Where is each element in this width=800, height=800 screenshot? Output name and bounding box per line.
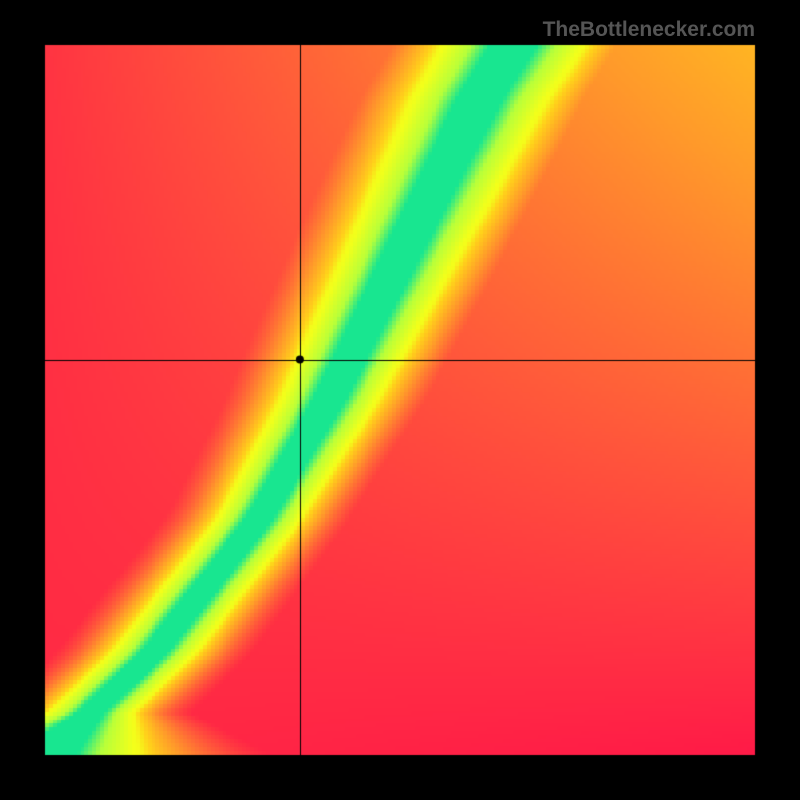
watermark-text: TheBottlenecker.com	[543, 18, 755, 42]
chart-container: TheBottlenecker.com	[0, 0, 800, 800]
bottleneck-heatmap	[0, 0, 800, 800]
